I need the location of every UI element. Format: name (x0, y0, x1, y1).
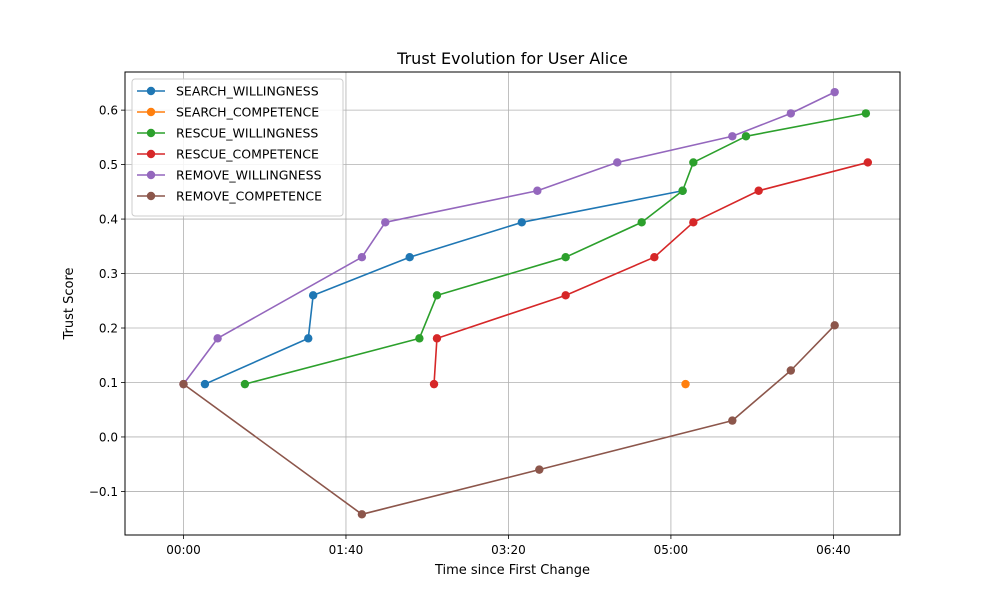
legend-item-remove-willingness: REMOVE_WILLINGNESS (137, 168, 322, 183)
data-point (741, 132, 751, 141)
data-point (308, 291, 318, 300)
legend-label: SEARCH_COMPETENCE (176, 105, 319, 120)
data-point (613, 158, 622, 167)
series-line (204, 189, 683, 385)
legend-swatch-marker (146, 191, 156, 201)
data-point (517, 218, 526, 227)
data-point (650, 253, 659, 262)
data-point (429, 379, 439, 389)
series-rescue-competence (429, 158, 873, 389)
legend-box (131, 78, 344, 217)
data-point (200, 379, 210, 389)
data-point (561, 253, 570, 262)
legend-item-search-willingness: SEARCH_WILLINGNESS (137, 84, 319, 99)
data-point (830, 321, 839, 330)
plot-frame (124, 71, 901, 536)
data-point (861, 109, 871, 118)
legend-swatch-marker (146, 86, 156, 96)
series-search-willingness (200, 186, 687, 389)
data-point (179, 379, 188, 389)
legend-swatch-marker (146, 149, 156, 159)
data-point (533, 186, 542, 195)
chart-title: Trust Evolution for User Alice (396, 49, 628, 68)
data-point (415, 334, 424, 343)
y-axis-label: Trust Score (62, 267, 77, 340)
axis-ticks: 00:00 01:40 03:20 05:00 06:40 −0.1 0.0 0.1 0.2 0.… (89, 104, 851, 557)
x-axis-label: Time since First Change (434, 563, 590, 578)
data-point (728, 132, 737, 141)
y-tick-label: 0.3 (99, 267, 118, 281)
data-point (405, 253, 414, 262)
y-tick-label: −0.1 (89, 485, 118, 499)
legend-label: RESCUE_WILLINGNESS (176, 126, 318, 141)
data-point (535, 465, 544, 474)
y-tick-label: 0.4 (99, 213, 118, 227)
legend-item-rescue-willingness: RESCUE_WILLINGNESS (137, 126, 318, 141)
series-rescue-willingness (240, 109, 871, 389)
data-point (304, 334, 313, 343)
legend: SEARCH_WILLINGNESS SEARCH_COMPETENCE RESCU… (131, 78, 344, 217)
legend-label: SEARCH_WILLINGNESS (176, 84, 319, 99)
data-point (681, 379, 690, 389)
series-search-competence (681, 379, 690, 389)
y-tick-label: 0.5 (99, 158, 118, 172)
data-point (432, 291, 442, 300)
x-tick-label: 03:20 (491, 543, 526, 557)
x-tick-label: 06:40 (816, 543, 851, 557)
data-point (678, 186, 687, 195)
legend-label: REMOVE_WILLINGNESS (176, 168, 322, 183)
y-tick-label: 0.0 (99, 430, 118, 444)
legend-item-rescue-competence: RESCUE_COMPETENCE (137, 147, 319, 162)
data-point (728, 416, 737, 425)
data-point (381, 218, 390, 227)
data-point (786, 366, 796, 375)
series-remove-willingness (179, 87, 839, 389)
data-point (754, 186, 763, 195)
x-tick-label: 05:00 (654, 543, 689, 557)
legend-item-remove-competence: REMOVE_COMPETENCE (137, 189, 322, 204)
series-lines (179, 87, 873, 519)
data-point (432, 334, 442, 343)
x-tick-label: 01:40 (329, 543, 364, 557)
data-point (863, 158, 873, 167)
x-tick-label: 00:00 (166, 543, 201, 557)
legend-label: RESCUE_COMPETENCE (176, 147, 319, 162)
y-tick-label: 0.1 (99, 376, 118, 390)
data-point (357, 253, 367, 262)
legend-swatch-marker (146, 128, 156, 138)
y-tick-label: 0.6 (99, 104, 118, 118)
series-remove-competence (179, 321, 839, 519)
legend-label: REMOVE_COMPETENCE (176, 189, 322, 204)
y-tick-label: 0.2 (99, 322, 118, 336)
data-point (637, 218, 646, 227)
data-point (689, 158, 698, 167)
data-point (213, 334, 222, 343)
data-point (240, 379, 250, 389)
data-point (561, 291, 570, 300)
data-point (689, 218, 698, 227)
data-point (830, 87, 839, 97)
data-point (786, 109, 796, 118)
legend-item-search-competence: SEARCH_COMPETENCE (137, 105, 319, 120)
legend-swatch-marker (146, 107, 156, 117)
legend-swatch-marker (146, 170, 156, 180)
series-line (183, 324, 836, 516)
data-point (357, 510, 367, 519)
